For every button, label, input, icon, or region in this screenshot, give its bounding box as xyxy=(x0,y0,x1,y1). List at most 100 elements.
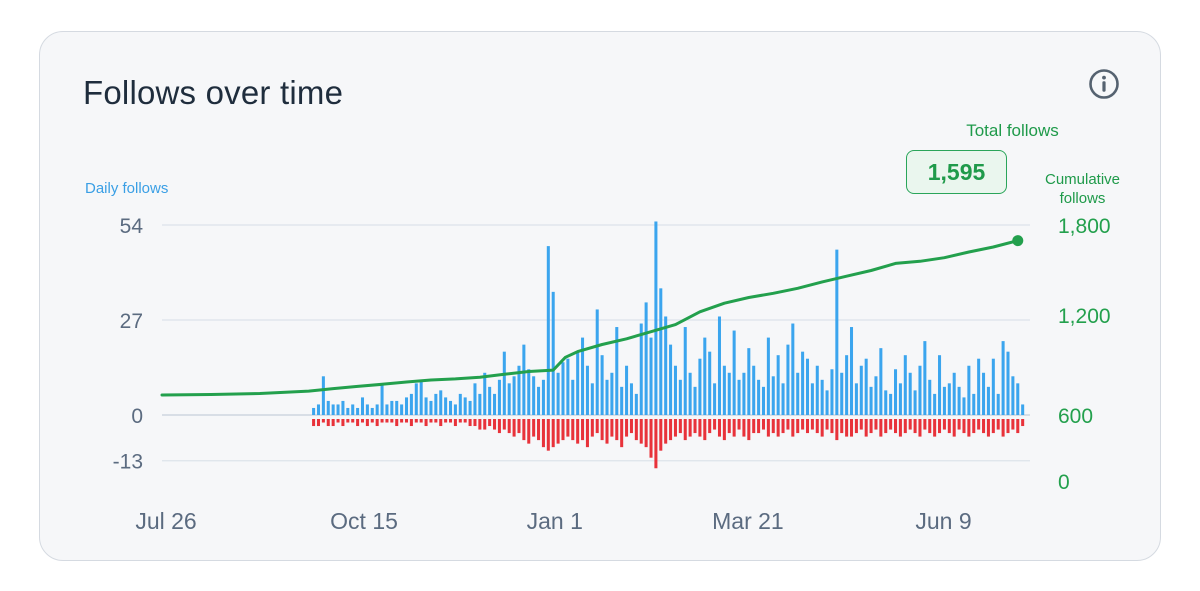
daily-bar-positive xyxy=(595,309,599,415)
daily-bar-positive xyxy=(390,400,394,415)
daily-bar-negative xyxy=(908,419,912,430)
info-icon[interactable] xyxy=(1088,68,1120,100)
card-title: Follows over time xyxy=(83,74,344,111)
daily-bar-negative xyxy=(566,419,570,437)
daily-bar-negative xyxy=(845,419,849,437)
daily-bar-positive xyxy=(854,383,858,415)
daily-bar-negative xyxy=(1001,419,1005,437)
daily-bar-positive xyxy=(732,330,736,415)
x-tick-label: Jan 1 xyxy=(527,508,583,534)
daily-bar-negative xyxy=(649,419,653,458)
left-tick-label: 54 xyxy=(120,215,144,238)
daily-bar-positive xyxy=(923,341,927,415)
daily-bar-negative xyxy=(766,419,770,437)
follows-card: Follows over time Total follows 1,595 Da… xyxy=(39,31,1161,561)
daily-bar-positive xyxy=(331,404,335,415)
daily-bar-negative xyxy=(473,419,477,427)
daily-bar-negative xyxy=(546,419,550,451)
daily-bar-positive xyxy=(982,372,986,415)
daily-bar-positive xyxy=(928,379,932,415)
daily-bar-negative xyxy=(395,419,399,427)
daily-bar-negative xyxy=(507,419,511,434)
daily-bar-positive xyxy=(693,386,697,415)
daily-bar-negative xyxy=(321,419,325,423)
daily-bar-negative xyxy=(336,419,340,423)
daily-bar-positive xyxy=(590,383,594,415)
daily-bar-positive xyxy=(791,323,795,415)
daily-bar-negative xyxy=(986,419,990,437)
daily-bar-negative xyxy=(835,419,839,441)
daily-bar-negative xyxy=(977,419,981,430)
daily-bar-negative xyxy=(1006,419,1010,434)
daily-bar-positive xyxy=(463,397,467,415)
daily-bar-negative xyxy=(791,419,795,437)
daily-bar-negative xyxy=(639,419,643,444)
daily-bar-positive xyxy=(708,351,712,415)
daily-bar-negative xyxy=(1016,419,1020,434)
daily-bar-positive xyxy=(879,348,883,415)
daily-bar-negative xyxy=(444,419,448,423)
daily-bar-positive xyxy=(380,383,384,415)
daily-bar-positive xyxy=(424,397,428,415)
daily-bar-positive xyxy=(673,365,677,415)
daily-bar-positive xyxy=(742,372,746,415)
daily-bar-negative xyxy=(996,419,1000,430)
daily-bar-positive xyxy=(918,365,922,415)
daily-bar-positive xyxy=(620,386,624,415)
daily-bar-negative xyxy=(346,419,350,423)
daily-bar-negative xyxy=(400,419,404,423)
daily-bar-negative xyxy=(982,419,986,434)
daily-bar-negative xyxy=(859,419,863,430)
daily-bar-positive xyxy=(488,386,492,415)
daily-bar-positive xyxy=(649,337,653,415)
daily-bar-positive xyxy=(776,355,780,415)
daily-bar-positive xyxy=(957,386,961,415)
daily-bar-negative xyxy=(737,419,741,430)
daily-bar-negative xyxy=(654,419,658,469)
daily-bar-positive xyxy=(1021,404,1025,415)
daily-bar-positive xyxy=(1016,383,1020,415)
daily-bar-negative xyxy=(928,419,932,434)
daily-bar-positive xyxy=(717,316,721,415)
daily-bar-positive xyxy=(830,369,834,415)
daily-bar-positive xyxy=(527,369,531,415)
daily-bar-positive xyxy=(585,365,589,415)
daily-bar-negative xyxy=(625,419,629,437)
daily-bar-negative xyxy=(796,419,800,434)
daily-bar-positive xyxy=(336,404,340,415)
daily-bar-positive xyxy=(903,355,907,415)
daily-bar-positive xyxy=(449,400,453,415)
daily-bar-positive xyxy=(683,327,687,415)
total-follows-value: 1,595 xyxy=(906,150,1007,194)
daily-bar-positive xyxy=(874,376,878,415)
daily-bar-positive xyxy=(468,400,472,415)
daily-bar-negative xyxy=(1011,419,1015,430)
daily-bar-negative xyxy=(786,419,790,430)
daily-bar-positive xyxy=(991,358,995,415)
daily-bar-negative xyxy=(805,419,810,434)
daily-bar-positive xyxy=(757,379,761,415)
daily-bar-negative xyxy=(541,419,545,448)
daily-bar-positive xyxy=(493,393,497,415)
daily-bar-positive xyxy=(664,316,668,415)
daily-bar-positive xyxy=(326,400,330,415)
daily-bar-negative xyxy=(669,419,673,441)
daily-bar-negative xyxy=(468,419,472,427)
daily-bar-negative xyxy=(463,419,467,423)
daily-bar-positive xyxy=(962,397,966,415)
daily-bar-negative xyxy=(439,419,443,427)
daily-bar-positive xyxy=(507,383,511,415)
daily-bar-positive xyxy=(996,393,1000,415)
daily-bar-positive xyxy=(713,383,717,415)
daily-bar-negative xyxy=(708,419,712,434)
daily-bar-positive xyxy=(859,365,863,415)
daily-bar-negative xyxy=(316,419,321,427)
right-tick-label: 1,200 xyxy=(1058,305,1111,328)
daily-bar-positive xyxy=(801,351,805,415)
daily-bar-negative xyxy=(424,419,428,427)
daily-bar-positive xyxy=(419,379,423,415)
daily-bar-negative xyxy=(664,419,668,444)
daily-bar-negative xyxy=(434,419,438,423)
x-tick-label: Oct 15 xyxy=(330,508,398,534)
daily-bar-negative xyxy=(678,419,682,434)
